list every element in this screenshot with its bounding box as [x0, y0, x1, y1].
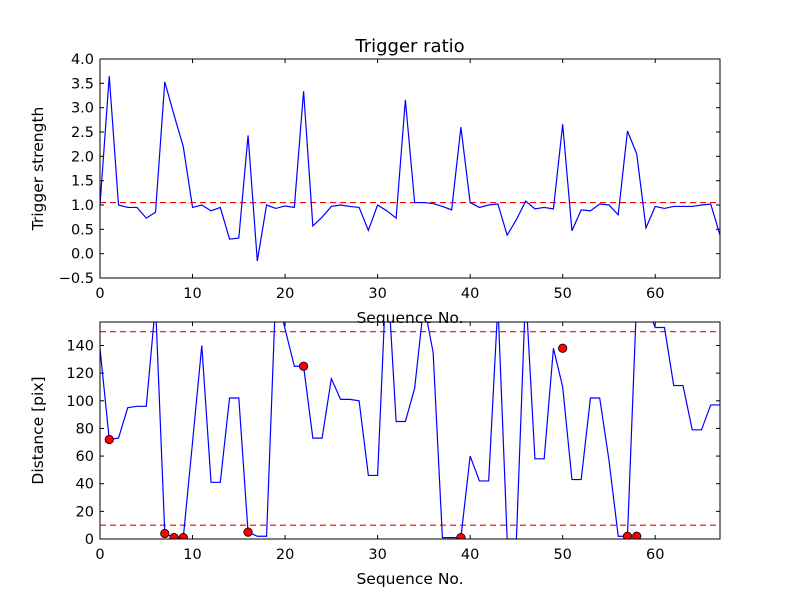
chart-top-xtick-label-4: 40 [461, 286, 479, 302]
chart-top-ytick-label-3: 1.0 [71, 198, 94, 214]
chart-top-xtick-label-2: 20 [276, 286, 294, 302]
chart-bottom-marker-7 [558, 343, 568, 353]
chart-bottom-marker-2 [169, 533, 179, 539]
chart-bottom-group: 0 10 20 30 40 50 60 0 20 40 60 80 100 120 140 Sequence … [29, 321, 721, 588]
chart-top-ytick-label-8: 3.5 [71, 76, 94, 92]
chart-top-xtick-label-0: 0 [95, 286, 104, 302]
chart-bottom-ytick-label-2: 40 [76, 477, 94, 493]
chart-bottom-marker-9 [632, 531, 642, 539]
chart-top-ytick-label-4: 1.5 [71, 174, 94, 190]
chart-bottom-marker-6 [456, 533, 466, 539]
chart-bottom-xtick-label-4: 40 [461, 547, 479, 563]
chart-bottom-ytick-label-5: 100 [66, 394, 94, 410]
chart-bottom-ytick-label-1: 20 [76, 504, 94, 520]
chart-bottom-xtick-label-1: 10 [183, 547, 201, 563]
chart-bottom-marker-8 [622, 531, 633, 539]
chart-top-xtick-label-6: 60 [646, 286, 664, 302]
chart-top-ytick-label-5: 2.0 [71, 149, 94, 165]
chart-top-ytick-label-1: 0.0 [71, 247, 94, 263]
chart-top-xtick-label-5: 50 [553, 286, 571, 302]
chart-bottom-ylabel: Distance [pix] [29, 376, 47, 484]
chart-bottom-xlabel: Sequence No. [356, 570, 463, 588]
chart-bottom-ytick-label-6: 120 [66, 366, 94, 382]
chart-bottom-series-line [100, 322, 720, 539]
chart-bottom-xtick-label-6: 60 [646, 547, 664, 563]
chart-bottom-frame [99, 321, 721, 540]
chart-top-frame [99, 58, 721, 279]
chart-bottom-ytick-label-4: 80 [76, 421, 94, 437]
chart-bottom-ytick-label-7: 140 [66, 338, 94, 354]
chart-top-ytick-label-2: 0.5 [71, 222, 94, 238]
chart-bottom-marker-3 [178, 533, 188, 539]
chart-top-ytick-label-6: 2.5 [71, 125, 94, 141]
chart-top-ytick-label-9: 4.0 [71, 52, 94, 68]
chart-bottom-marker-4 [243, 527, 253, 537]
chart-top-xlabel: Sequence No. [356, 309, 463, 327]
chart-top-ytick-label-0: −0.5 [59, 271, 94, 287]
chart-top-xtick-label-3: 30 [368, 286, 386, 302]
chart-bottom-ytick-label-3: 60 [76, 449, 94, 465]
chart-bottom-xtick-label-0: 0 [95, 547, 104, 563]
chart-bottom-marker-1 [160, 528, 170, 539]
chart-top-xtick-label-1: 10 [183, 286, 201, 302]
chart-top-group: 0 10 20 30 40 50 60 −0.5 0.0 0.5 1.0 1.5 2.0 2.5 3.0 3.… [29, 36, 721, 327]
chart-top-ylabel: Trigger strength [29, 107, 47, 232]
chart-bottom-marker-5 [298, 361, 309, 371]
chart-bottom-xtick-label-2: 20 [276, 547, 294, 563]
chart-bottom-ytick-label-0: 0 [85, 532, 94, 548]
chart-top-ytick-label-7: 3.0 [71, 101, 94, 117]
chart-bottom-xtick-label-3: 30 [368, 547, 386, 563]
chart-top-title: Trigger ratio [354, 36, 464, 57]
chart-bottom-xtick-label-5: 50 [553, 547, 571, 563]
chart-top-series-line [100, 75, 720, 262]
chart-bottom-marker-0 [104, 434, 114, 445]
